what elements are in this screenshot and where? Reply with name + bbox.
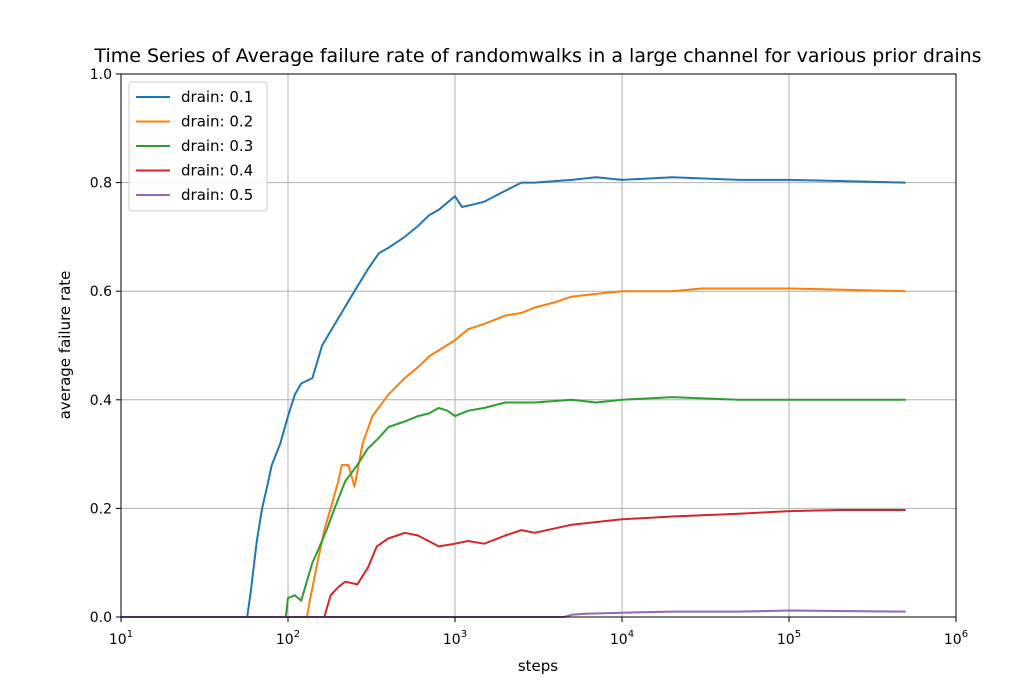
series-line-5 [121,609,906,618]
legend-label: drain: 0.1 [181,88,253,106]
x-tick-label: 102 [276,629,300,648]
legend: drain: 0.1 drain: 0.2 drain: 0.3 drain: 0.4… [128,81,268,212]
y-axis: 0.0 0.2 0.4 0.6 0.8 1.0 [90,67,121,626]
series-line-2 [121,287,906,618]
series-lines [121,176,906,618]
legend-label: drain: 0.2 [181,113,253,131]
x-axis-label: steps [518,657,558,675]
chart-title: Time Series of Average failure rate of r… [93,45,981,67]
x-tick-label: 105 [777,629,801,648]
series-line-3 [121,396,906,618]
y-tick-label: 0.4 [90,393,112,409]
y-tick-label: 1.0 [90,67,112,83]
legend-label: drain: 0.3 [181,137,253,155]
legend-label: drain: 0.5 [181,186,253,204]
y-tick-label: 0.8 [90,176,112,192]
series-line-1 [121,176,906,618]
y-axis-label: average failure rate [56,271,74,420]
x-tick-label: 103 [443,629,467,648]
x-tick-label: 106 [944,629,968,648]
y-tick-label: 0.2 [90,501,112,517]
legend-box [128,81,268,212]
y-tick-label: 0.6 [90,284,112,300]
plot-frame [120,73,957,618]
legend-label: drain: 0.4 [181,162,253,180]
series-line-4 [121,509,906,618]
x-tick-label: 104 [610,629,634,648]
y-tick-label: 0.0 [90,610,112,626]
x-axis: 101 102 103 104 105 106 [109,617,968,648]
x-tick-label: 101 [109,629,133,648]
